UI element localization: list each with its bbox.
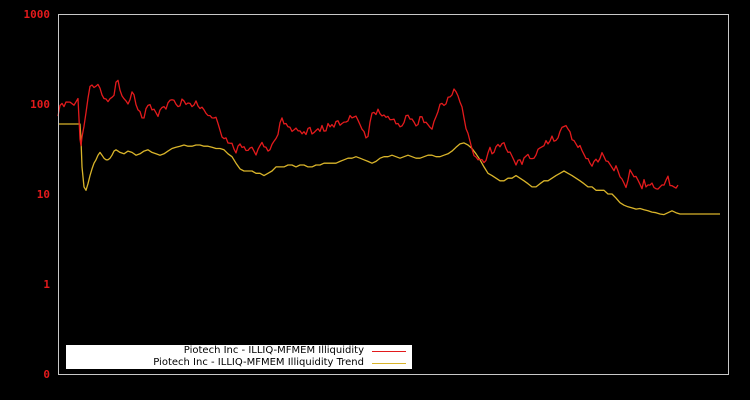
y-tick-label-0: 0 <box>43 368 50 381</box>
y-tick-label-10: 10 <box>36 188 50 201</box>
series-line-illiquidity-trend <box>58 123 720 216</box>
series-line-illiquidity <box>57 79 679 190</box>
y-tick-label-1: 1 <box>43 278 50 291</box>
legend-item-illiquidity-trend: Piotech Inc - ILLIQ-MFMEM Illiquidity Tr… <box>153 357 406 369</box>
y-tick-label-100: 100 <box>30 98 50 111</box>
series-group <box>57 79 720 216</box>
legend-swatch-gold-line-icon <box>372 362 406 364</box>
legend-swatch-red-line-icon <box>372 350 406 352</box>
y-tick-label-1000: 1000 <box>23 8 51 21</box>
legend-item-illiquidity: Piotech Inc - ILLIQ-MFMEM Illiquidity <box>184 345 406 357</box>
plot-frame <box>58 14 729 375</box>
chart-legend: Piotech Inc - ILLIQ-MFMEM Illiquidity Pi… <box>66 345 412 369</box>
legend-label: Piotech Inc - ILLIQ-MFMEM Illiquidity Tr… <box>153 357 364 368</box>
legend-label: Piotech Inc - ILLIQ-MFMEM Illiquidity <box>183 345 364 356</box>
